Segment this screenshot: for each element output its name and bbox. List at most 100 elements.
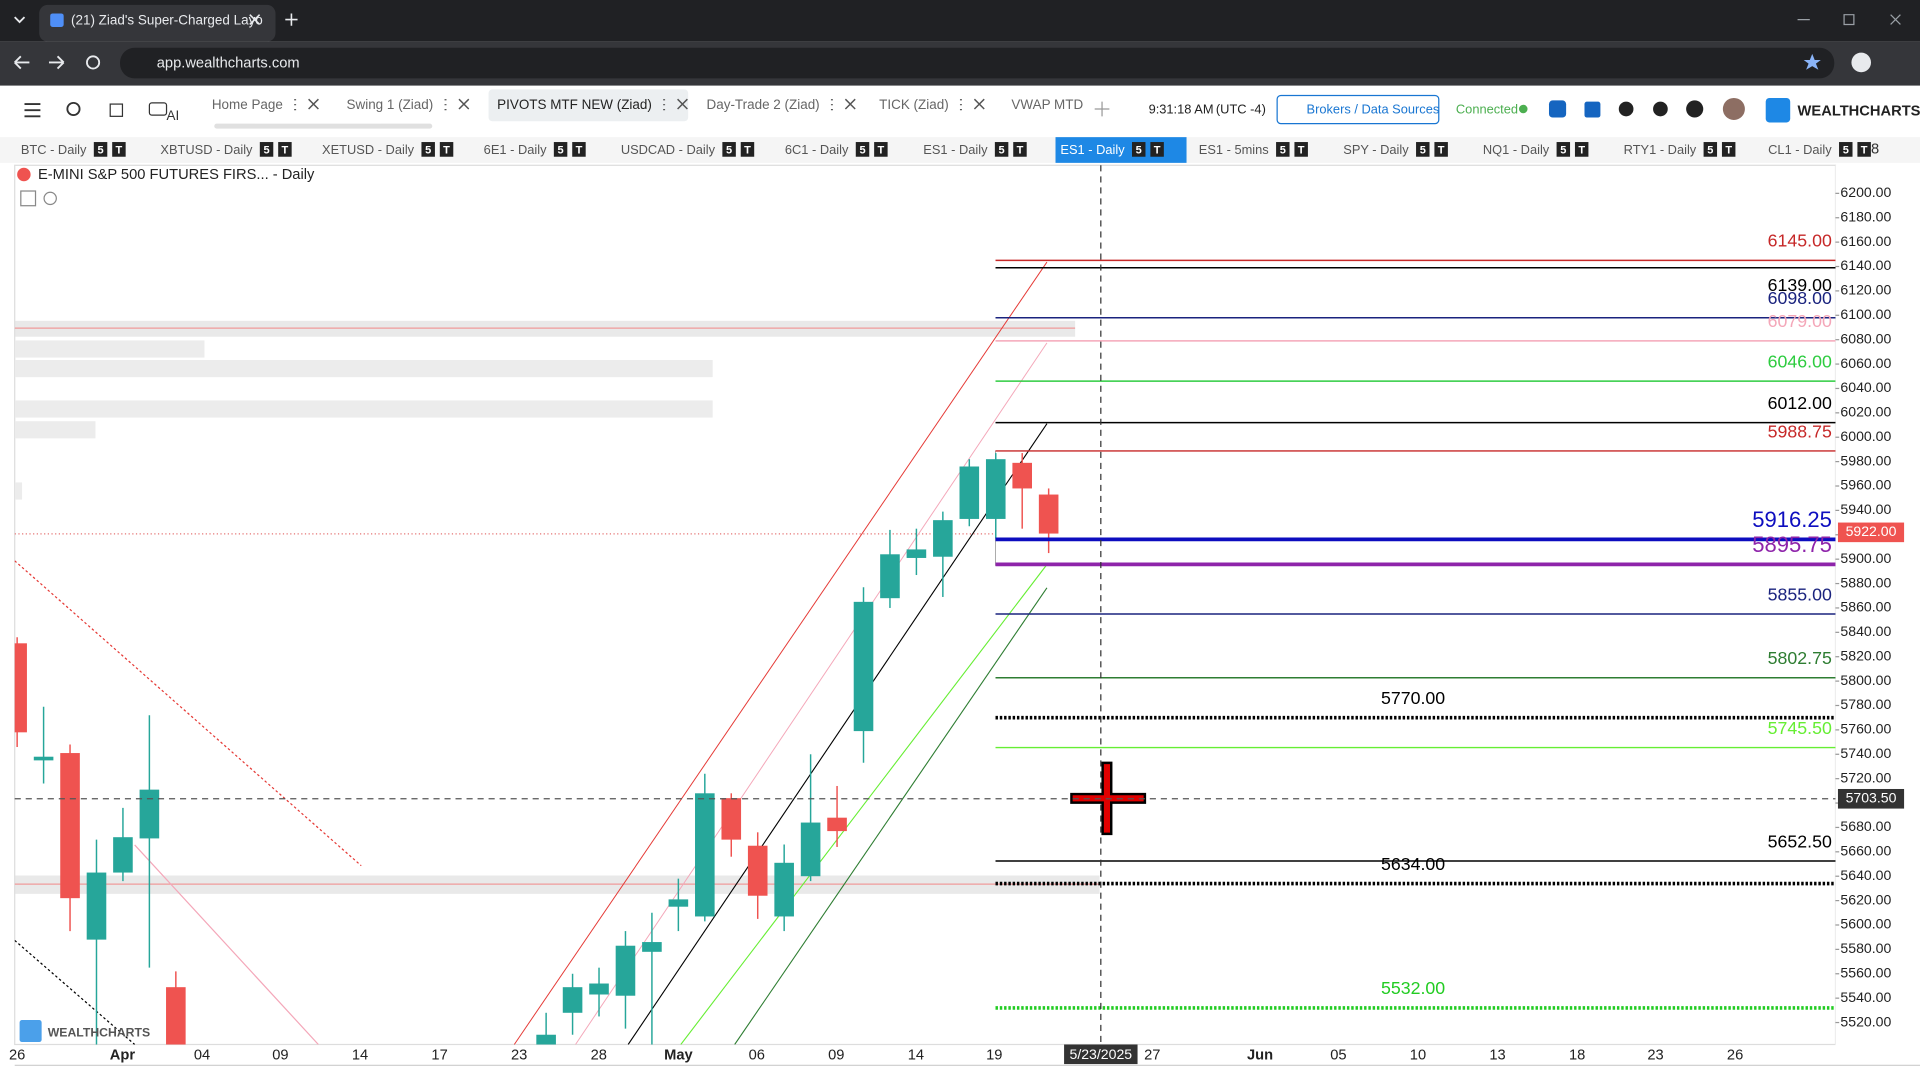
level-label: 5652.50 xyxy=(1768,831,1832,851)
symbol-tab[interactable]: CL1 - Daily xyxy=(1768,142,1832,157)
layout-tab[interactable]: TICK (Ziad) xyxy=(879,97,949,112)
symbol-tab[interactable]: 6C1 - Daily xyxy=(785,142,849,157)
add-tab[interactable] xyxy=(1094,101,1110,117)
badge-label: 5 xyxy=(1420,145,1426,157)
badge xyxy=(994,142,1009,157)
clock: 9:31:18 AM xyxy=(1149,102,1214,117)
toolbar-icons-2[interactable] xyxy=(1618,97,1745,120)
y-tick-label: 5560.00 xyxy=(1840,964,1891,980)
nav-buttons[interactable] xyxy=(14,55,65,70)
y-tick-label: 5860.00 xyxy=(1840,599,1891,615)
profile[interactable] xyxy=(1851,52,1872,73)
level-label: 6046.00 xyxy=(1768,351,1832,371)
symbol-tab[interactable]: ES1 - Daily xyxy=(1060,142,1125,157)
ai-label[interactable]: AI xyxy=(167,108,180,123)
brokers-label[interactable]: Brokers / Data Sources xyxy=(1307,102,1440,117)
bookmark-star[interactable] xyxy=(1803,53,1821,70)
symbol-tab[interactable]: RTY1 - Daily xyxy=(1624,142,1697,157)
close-icon[interactable] xyxy=(973,98,985,110)
tab-icons[interactable] xyxy=(249,13,298,26)
brand: WEALTHCHARTS xyxy=(1798,103,1920,119)
y-tick-label: 5900.00 xyxy=(1840,550,1891,566)
badge-label: 5 xyxy=(726,145,732,157)
close-icon[interactable] xyxy=(844,98,856,110)
y-tick-label: 6200.00 xyxy=(1840,184,1891,200)
badge xyxy=(439,142,454,157)
spacer xyxy=(0,129,1920,138)
level-label: 5634.00 xyxy=(1381,854,1445,874)
layout-tab[interactable]: VWAP MTD xyxy=(1011,97,1083,112)
menu-icon[interactable] xyxy=(24,103,41,118)
tab-menu[interactable] xyxy=(14,16,26,24)
badge-label: 5 xyxy=(1707,145,1713,157)
x-tick-label: 09 xyxy=(272,1047,288,1063)
badge-label: T xyxy=(443,145,450,157)
y-tick-label: 6040.00 xyxy=(1840,379,1891,395)
visibility-icon[interactable] xyxy=(43,191,57,206)
layout-tab[interactable]: Swing 1 (Ziad) xyxy=(347,97,434,112)
symbol-tab[interactable]: XETUSD - Daily xyxy=(322,142,415,157)
symbol-tab[interactable]: 6E1 - Daily xyxy=(484,142,547,157)
layout-tab[interactable]: PIVOTS MTF NEW (Ziad) xyxy=(497,97,652,112)
symbol-tab[interactable]: SPY - Daily xyxy=(1343,142,1409,157)
x-tick-label: 23 xyxy=(511,1047,527,1063)
candle-body xyxy=(33,756,54,761)
watermark: WEALTHCHARTS xyxy=(48,1026,150,1040)
level-label: 5855.00 xyxy=(1768,584,1832,604)
x-tick-label: 17 xyxy=(431,1047,447,1063)
x-tick-label: 10 xyxy=(1410,1047,1426,1063)
badge xyxy=(553,142,568,157)
crosshair-date: 5/23/2025 xyxy=(1069,1046,1132,1062)
y-tick-label: 6140.00 xyxy=(1840,257,1891,273)
badge-label: T xyxy=(1154,145,1161,157)
symbol-tab[interactable]: NQ1 - Daily xyxy=(1483,142,1550,157)
symbol-tab[interactable]: XBTUSD - Daily xyxy=(160,142,253,157)
brokers-button[interactable] xyxy=(1276,94,1440,125)
close-icon[interactable] xyxy=(458,98,470,110)
level-label: 5532.00 xyxy=(1381,978,1445,998)
symbol-tab[interactable]: ES1 - Daily xyxy=(923,142,988,157)
symbol-tab[interactable]: ES1 - 5mins xyxy=(1199,142,1269,157)
level-label: 5916.25 xyxy=(1752,507,1832,532)
last-price-marker xyxy=(1837,522,1905,543)
candle-body xyxy=(60,753,80,899)
close-icon[interactable] xyxy=(677,98,688,110)
expand-icon[interactable] xyxy=(20,190,37,207)
x-tick-label: 14 xyxy=(908,1047,924,1063)
candle-body xyxy=(800,822,821,877)
layout-tab[interactable]: Home Page xyxy=(212,97,283,112)
y-tick-label: 6120.00 xyxy=(1840,282,1891,298)
layouts-icon[interactable] xyxy=(109,103,124,117)
badge xyxy=(1556,142,1571,157)
omnibox[interactable] xyxy=(120,47,1835,79)
favicon xyxy=(50,13,64,27)
layout-tab[interactable]: Day-Trade 2 (Ziad) xyxy=(707,97,820,112)
reload[interactable] xyxy=(86,55,101,70)
candle-body xyxy=(589,983,609,995)
y-tick-label: 5540.00 xyxy=(1840,989,1891,1005)
search-icon[interactable] xyxy=(66,101,81,117)
candle-body xyxy=(774,862,794,917)
badge xyxy=(93,142,108,157)
ai-icon[interactable] xyxy=(148,102,168,116)
level-label: 6098.00 xyxy=(1768,288,1832,308)
symbol-tab[interactable]: BTC - Daily xyxy=(21,142,87,157)
level-label: 6145.00 xyxy=(1768,231,1832,251)
badge xyxy=(722,142,736,157)
toolbar-icons[interactable] xyxy=(1548,100,1601,118)
badge-label: 5 xyxy=(1843,145,1849,157)
y-tick-label: 6180.00 xyxy=(1840,208,1891,224)
crosshair-tag xyxy=(1837,788,1905,809)
window-controls[interactable] xyxy=(1797,14,1901,26)
level-label: 6139.00 xyxy=(1768,275,1832,295)
browser-tab[interactable] xyxy=(39,4,276,42)
close-icon[interactable] xyxy=(308,98,319,110)
symbol-tab[interactable]: USDCAD - Daily xyxy=(621,142,716,157)
y-tick-label: 5580.00 xyxy=(1840,940,1891,956)
symbol-dot xyxy=(17,167,31,182)
badge xyxy=(1721,142,1736,157)
level-label: 5895.75 xyxy=(1752,532,1832,557)
candle-body xyxy=(14,643,27,733)
candle-body xyxy=(642,942,662,952)
